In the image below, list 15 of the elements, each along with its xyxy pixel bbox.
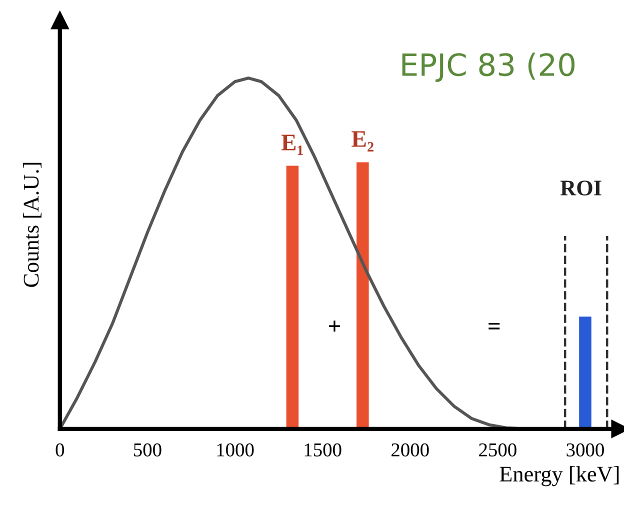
y-axis-title: Counts [A.U.]	[23, 162, 42, 287]
annotation: EPJC 83 (20	[402, 52, 575, 82]
series-label: E₂	[352, 131, 374, 152]
x-tick-label: 0	[56, 443, 64, 456]
x-tick-label: 500	[134, 443, 162, 456]
annotation: ROI	[560, 180, 602, 196]
x-tick-label: 2000	[392, 443, 429, 456]
x-axis-title: Energy [keV]	[500, 466, 619, 486]
series-label: E₁	[281, 134, 303, 155]
x-tick-label: 3000	[566, 443, 604, 456]
x-tick-label: 2500	[479, 443, 516, 456]
annotation: =	[488, 322, 500, 330]
annotation: +	[328, 320, 340, 332]
x-tick-label: 1500	[304, 443, 342, 456]
x-tick-label: 1000	[217, 443, 254, 456]
